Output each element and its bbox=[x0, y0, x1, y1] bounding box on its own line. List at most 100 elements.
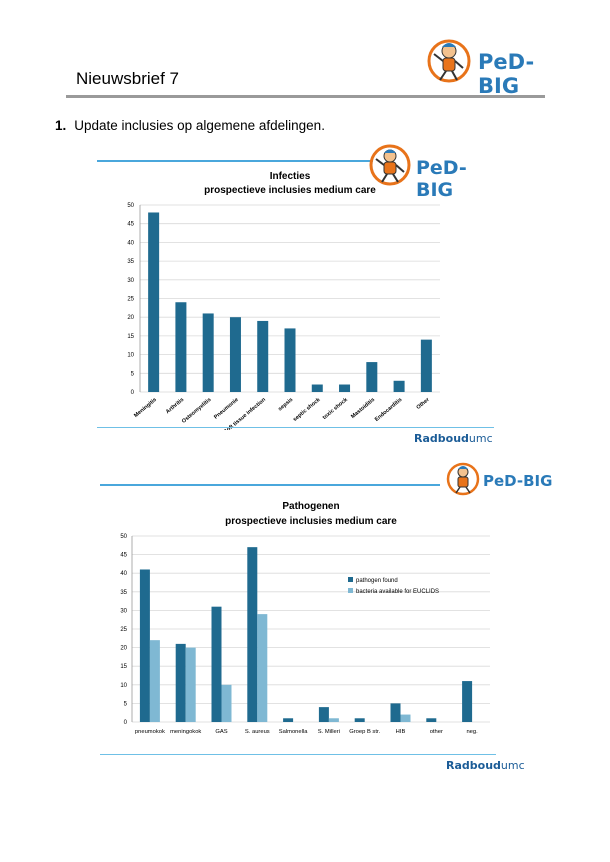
bar-pathogen-found bbox=[390, 703, 401, 722]
y-tick-label: 30 bbox=[127, 278, 134, 284]
bar-pathogen-found bbox=[175, 643, 186, 722]
y-tick-label: 35 bbox=[120, 590, 127, 596]
bar bbox=[420, 339, 432, 392]
legend-label: pathogen found bbox=[356, 578, 398, 584]
radboud-logo: Radboudumc bbox=[446, 759, 525, 772]
bar-bacteria-available bbox=[221, 684, 232, 722]
bar bbox=[229, 317, 241, 392]
chart2-logo: PeD-BIG bbox=[446, 460, 556, 498]
bar-pathogen-found bbox=[211, 606, 222, 722]
bar bbox=[339, 384, 351, 392]
x-tick-label: sepsis bbox=[277, 397, 294, 413]
x-tick-label: meningokok bbox=[170, 729, 201, 735]
chart-title: Infecties bbox=[270, 171, 311, 182]
x-tick-label: septic shock bbox=[292, 396, 322, 423]
x-tick-label: Mastoiditis bbox=[350, 397, 376, 420]
header-logo-text: PeD-BIG bbox=[478, 50, 535, 98]
x-tick-label: GAS bbox=[215, 729, 227, 735]
mascot-icon bbox=[446, 462, 480, 496]
legend-swatch bbox=[348, 577, 353, 582]
y-tick-label: 15 bbox=[120, 664, 127, 670]
y-tick-label: 5 bbox=[131, 371, 135, 377]
y-tick-label: 25 bbox=[127, 297, 134, 303]
bar bbox=[202, 313, 214, 392]
chart1-bottom-line bbox=[97, 427, 494, 428]
radboud-brand: Radboud bbox=[414, 432, 469, 445]
document-title: Nieuwsbrief 7 bbox=[76, 69, 179, 88]
x-tick-label: neg. bbox=[466, 729, 478, 735]
bar-bacteria-available bbox=[149, 640, 160, 722]
chart-subtitle: prospectieve inclusies medium care bbox=[225, 516, 397, 527]
x-tick-label: Groep B str. bbox=[349, 729, 380, 735]
section-heading: 1. Update inclusies op algemene afdelinge… bbox=[55, 118, 325, 133]
x-tick-label: Osteomyelitis bbox=[181, 397, 212, 425]
y-tick-label: 40 bbox=[120, 571, 127, 577]
x-tick-label: pneumokok bbox=[135, 729, 165, 735]
header-logo: PeD-BIG bbox=[425, 34, 575, 98]
x-tick-label: Endocarditis bbox=[374, 397, 403, 423]
x-tick-label: Pneumonie bbox=[213, 397, 240, 421]
x-tick-label: S. Milleri bbox=[318, 729, 340, 735]
y-tick-label: 5 bbox=[124, 701, 128, 707]
bar-pathogen-found bbox=[426, 718, 437, 722]
bar bbox=[148, 212, 160, 392]
bar-pathogen-found bbox=[354, 718, 365, 722]
radboud-logo: Radboudumc bbox=[414, 432, 493, 445]
y-tick-label: 45 bbox=[127, 222, 134, 228]
chart1-logo: PeD-BIG bbox=[368, 142, 498, 201]
y-tick-label: 50 bbox=[120, 534, 127, 540]
bar-bacteria-available bbox=[328, 718, 339, 722]
x-tick-label: Meningitis bbox=[133, 397, 158, 419]
infecties-chart: Infecties prospectieve inclusies medium c… bbox=[127, 171, 440, 430]
pathogenen-chart: Pathogenen prospectieve inclusies medium … bbox=[120, 501, 490, 735]
y-tick-label: 10 bbox=[120, 683, 127, 689]
bar-pathogen-found bbox=[462, 681, 473, 722]
bar bbox=[366, 362, 378, 392]
mascot-icon bbox=[369, 144, 411, 186]
mascot-icon bbox=[427, 39, 471, 83]
y-tick-label: 35 bbox=[127, 259, 134, 265]
y-tick-label: 50 bbox=[127, 203, 134, 209]
bar-bacteria-available bbox=[185, 647, 196, 722]
y-tick-label: 20 bbox=[120, 646, 127, 652]
chart1-accent-line bbox=[97, 160, 373, 162]
section-title: Update inclusies op algemene afdelingen. bbox=[74, 118, 325, 133]
bar-pathogen-found bbox=[283, 718, 294, 722]
legend-swatch bbox=[348, 588, 353, 593]
radboud-brand: Radboud bbox=[446, 759, 501, 772]
x-tick-label: toxic shock bbox=[322, 396, 350, 421]
bar bbox=[393, 380, 405, 392]
bar bbox=[284, 328, 296, 392]
bar bbox=[257, 320, 269, 392]
bar-pathogen-found bbox=[139, 569, 150, 722]
legend-label: bacteria available for EUCLIDS bbox=[356, 589, 439, 595]
x-tick-label: Other bbox=[416, 396, 432, 411]
radboud-suffix: umc bbox=[468, 432, 493, 445]
chart-subtitle: prospectieve inclusies medium care bbox=[204, 185, 376, 196]
bar-pathogen-found bbox=[247, 547, 258, 722]
x-tick-label: Arthritis bbox=[165, 397, 185, 415]
y-tick-label: 45 bbox=[120, 553, 127, 559]
x-tick-label: other bbox=[430, 729, 443, 735]
x-tick-label: HIB bbox=[396, 729, 406, 735]
chart2-logo-text: PeD-BIG bbox=[483, 472, 553, 490]
y-tick-label: 0 bbox=[131, 390, 135, 396]
bar-bacteria-available bbox=[400, 714, 411, 722]
bar bbox=[175, 302, 187, 392]
section-number: 1. bbox=[55, 118, 67, 133]
y-tick-label: 10 bbox=[127, 353, 134, 359]
chart-title: Pathogenen bbox=[282, 501, 339, 512]
y-tick-label: 40 bbox=[127, 240, 134, 246]
radboud-suffix: umc bbox=[500, 759, 525, 772]
chart2-accent-line bbox=[100, 484, 440, 486]
bar-bacteria-available bbox=[257, 614, 268, 722]
header-divider bbox=[66, 95, 545, 98]
y-tick-label: 25 bbox=[120, 627, 127, 633]
y-tick-label: 20 bbox=[127, 315, 134, 321]
x-tick-label: S. aureus bbox=[245, 729, 270, 735]
y-tick-label: 30 bbox=[120, 608, 127, 614]
chart2-bottom-line bbox=[100, 754, 496, 755]
bar-pathogen-found bbox=[318, 707, 329, 722]
y-tick-label: 15 bbox=[127, 334, 134, 340]
x-tick-label: Salmonella bbox=[279, 729, 308, 735]
